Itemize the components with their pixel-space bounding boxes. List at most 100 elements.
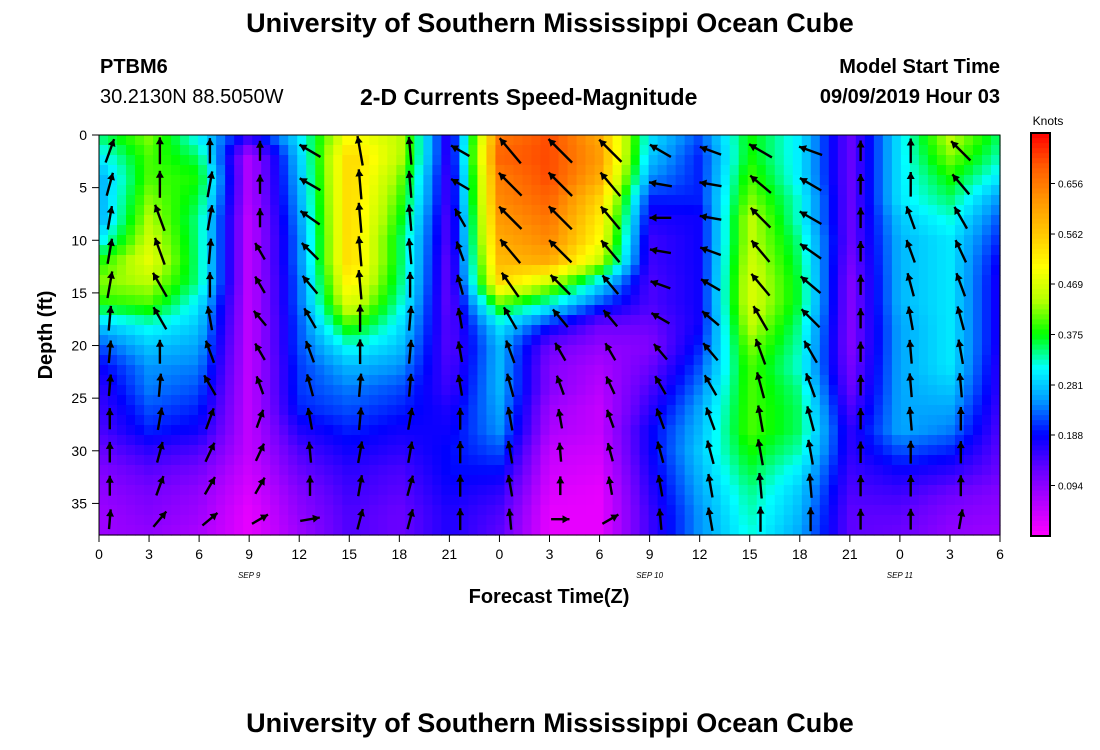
heatmap-cell xyxy=(522,155,533,166)
heatmap-cell xyxy=(153,505,163,516)
heatmap-cell xyxy=(495,335,506,346)
heatmap-cell xyxy=(351,205,361,216)
heatmap-cell xyxy=(189,495,199,506)
heatmap-cell xyxy=(360,325,370,336)
heatmap-cell xyxy=(468,135,479,146)
heatmap-cell xyxy=(459,525,470,536)
heatmap-cell xyxy=(567,485,578,496)
heatmap-cell xyxy=(945,375,956,386)
heatmap-cell xyxy=(198,335,208,346)
heatmap-cell xyxy=(945,135,956,146)
current-vector xyxy=(604,342,617,361)
heatmap-cell xyxy=(612,445,623,456)
heatmap-cell xyxy=(243,155,253,166)
heatmap-cell xyxy=(180,485,190,496)
heatmap-cell xyxy=(351,425,361,436)
heatmap-cell xyxy=(423,525,433,536)
heatmap-cell xyxy=(612,485,623,496)
heatmap-cell xyxy=(900,425,911,436)
heatmap-cell xyxy=(234,265,244,276)
heatmap-cell xyxy=(612,305,623,316)
heatmap-cell xyxy=(171,305,181,316)
heatmap-cell xyxy=(972,355,983,366)
current-vector xyxy=(204,442,216,463)
heatmap-cell xyxy=(504,385,515,396)
heatmap-cell xyxy=(414,425,424,436)
current-vector xyxy=(356,373,365,398)
heatmap-cell xyxy=(423,135,433,146)
heatmap-cell xyxy=(720,135,731,146)
heatmap-cell xyxy=(342,285,352,296)
heatmap-cell xyxy=(369,335,379,346)
heatmap-cell xyxy=(396,405,406,416)
heatmap-cell xyxy=(540,485,551,496)
heatmap-cell xyxy=(828,275,839,286)
heatmap-cell xyxy=(360,215,370,226)
heatmap-cell xyxy=(981,295,992,306)
heatmap-cell xyxy=(711,135,722,146)
heatmap-cell xyxy=(360,455,370,466)
heatmap-cell xyxy=(594,465,605,476)
heatmap-cell xyxy=(792,485,803,496)
heatmap-cell xyxy=(189,235,199,246)
heatmap-cell xyxy=(171,365,181,376)
heatmap-cell xyxy=(108,455,118,466)
heatmap-cell xyxy=(279,405,289,416)
heatmap-cell xyxy=(504,215,515,226)
heatmap-cell xyxy=(171,225,181,236)
heatmap-cell xyxy=(189,315,199,326)
heatmap-cell xyxy=(297,335,307,346)
heatmap-cell xyxy=(279,475,289,486)
current-vector xyxy=(555,408,564,429)
heatmap-cell xyxy=(909,175,920,186)
heatmap-cell xyxy=(891,135,902,146)
heatmap-cell xyxy=(522,375,533,386)
heatmap-cell xyxy=(99,275,109,286)
heatmap-cell xyxy=(441,165,451,176)
current-vector xyxy=(605,409,615,429)
heatmap-cell xyxy=(531,185,542,196)
heatmap-cell xyxy=(171,315,181,326)
heatmap-cell xyxy=(396,155,406,166)
heatmap-cell xyxy=(639,205,650,216)
heatmap-cell xyxy=(270,525,280,536)
heatmap-cell xyxy=(909,135,920,146)
heatmap-cell xyxy=(459,465,470,476)
heatmap-cell xyxy=(612,405,623,416)
heatmap-cell xyxy=(720,285,731,296)
heatmap-cell xyxy=(567,165,578,176)
heatmap-cell xyxy=(720,445,731,456)
current-vector xyxy=(551,308,569,328)
heatmap-cell xyxy=(378,335,388,346)
heatmap-cell xyxy=(954,465,965,476)
heatmap-cell xyxy=(468,325,479,336)
heatmap-cell xyxy=(180,275,190,286)
heatmap-cell xyxy=(873,235,884,246)
heatmap-cell xyxy=(378,285,388,296)
heatmap-cell xyxy=(135,395,145,406)
heatmap-cell xyxy=(981,225,992,236)
heatmap-cell xyxy=(810,185,821,196)
heatmap-cell xyxy=(279,445,289,456)
heatmap-cell xyxy=(108,445,118,456)
heatmap-cell xyxy=(198,155,208,166)
heatmap-cell xyxy=(621,495,632,506)
heatmap-cell xyxy=(837,195,848,206)
heatmap-cell xyxy=(477,505,488,516)
heatmap-cell xyxy=(189,175,199,186)
heatmap-cell xyxy=(882,465,893,476)
heatmap-cell xyxy=(324,255,334,266)
heatmap-cell xyxy=(747,355,758,366)
heatmap-cell xyxy=(387,415,397,426)
heatmap-cell xyxy=(216,355,226,366)
current-vector xyxy=(602,309,619,328)
heatmap-cell xyxy=(414,455,424,466)
heatmap-cell xyxy=(261,405,271,416)
heatmap-cell xyxy=(288,305,298,316)
heatmap-cell xyxy=(873,375,884,386)
heatmap-cell xyxy=(945,245,956,256)
heatmap-cell xyxy=(846,275,857,286)
heatmap-cell xyxy=(576,435,587,446)
heatmap-cell xyxy=(315,305,325,316)
heatmap-cell xyxy=(387,155,397,166)
